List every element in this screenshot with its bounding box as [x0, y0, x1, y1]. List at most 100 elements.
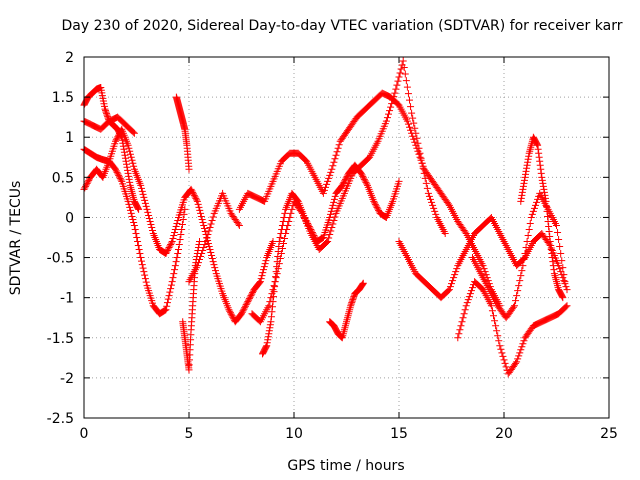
data-point — [423, 184, 431, 192]
series-sat-k — [326, 279, 367, 342]
data-point — [185, 165, 193, 173]
data-point — [135, 246, 143, 254]
data-point — [205, 243, 213, 251]
data-point — [541, 194, 549, 202]
data-point — [328, 204, 336, 212]
data-point — [119, 139, 127, 147]
data-point — [544, 217, 552, 225]
data-point — [241, 304, 249, 312]
data-point — [271, 283, 279, 291]
data-point — [123, 160, 131, 168]
data-point — [410, 119, 418, 127]
data-point — [545, 227, 553, 235]
data-point — [326, 210, 334, 218]
data-point — [308, 228, 316, 236]
data-point — [396, 69, 404, 77]
data-point — [495, 337, 503, 345]
data-point — [359, 172, 367, 180]
data-point — [563, 302, 571, 310]
data-point — [288, 205, 296, 213]
data-point — [115, 171, 123, 179]
data-point — [499, 352, 507, 360]
data-point — [163, 299, 171, 307]
data-point — [308, 227, 316, 235]
data-point — [115, 173, 123, 181]
data-point — [550, 266, 558, 274]
data-point — [268, 308, 276, 316]
data-point — [203, 234, 211, 242]
data-point — [542, 197, 550, 205]
data-point — [482, 271, 490, 279]
data-point — [228, 312, 236, 320]
y-tick-label: -0.5 — [47, 251, 74, 267]
data-point — [188, 187, 196, 195]
data-point — [347, 300, 355, 308]
data-point — [349, 294, 357, 302]
data-point — [371, 199, 379, 207]
data-point — [192, 194, 200, 202]
data-point — [246, 293, 254, 301]
data-point — [338, 181, 346, 189]
data-point — [173, 219, 181, 227]
data-point — [387, 103, 395, 111]
data-point — [522, 244, 530, 252]
data-point — [178, 220, 186, 228]
data-point — [516, 277, 524, 285]
data-point — [272, 274, 280, 282]
data-point — [243, 299, 251, 307]
data-point — [261, 260, 269, 268]
data-point — [281, 235, 289, 243]
data-point — [326, 213, 334, 221]
data-point — [349, 296, 357, 304]
data-point — [409, 132, 417, 140]
data-point — [241, 302, 249, 310]
data-point — [125, 175, 133, 183]
data-point — [123, 163, 131, 171]
data-point — [167, 285, 175, 293]
data-point — [83, 179, 91, 187]
data-point — [323, 239, 331, 247]
data-point — [523, 164, 531, 172]
data-point — [170, 231, 178, 239]
data-point — [126, 203, 134, 211]
data-point — [330, 158, 338, 166]
data-point — [454, 334, 462, 342]
data-point — [329, 201, 337, 209]
data-point — [324, 238, 332, 246]
data-point — [265, 327, 273, 335]
data-point — [199, 247, 207, 255]
data-point — [112, 165, 119, 173]
data-point — [417, 154, 425, 162]
data-point — [181, 205, 189, 213]
data-point — [479, 262, 487, 270]
data-point — [466, 290, 474, 298]
data-point — [455, 330, 463, 338]
data-point — [331, 155, 339, 163]
data-point — [275, 238, 283, 246]
data-point — [177, 230, 185, 238]
data-point — [539, 182, 547, 190]
data-point — [370, 197, 378, 205]
data-point — [562, 283, 570, 291]
data-point — [165, 292, 173, 300]
data-point — [124, 166, 132, 174]
data-point — [480, 265, 488, 273]
data-point — [280, 240, 287, 248]
data-point — [141, 196, 149, 204]
data-point — [198, 250, 206, 258]
x-tick-label: 20 — [495, 426, 513, 442]
data-point — [390, 93, 398, 101]
data-point — [139, 264, 147, 272]
data-point — [248, 290, 256, 298]
data-point — [103, 111, 111, 119]
data-point — [534, 145, 542, 153]
data-point — [197, 212, 205, 220]
y-tick-label: 0 — [65, 210, 74, 226]
data-point — [444, 200, 452, 208]
data-point — [444, 287, 452, 295]
data-point — [403, 83, 411, 91]
data-point — [538, 176, 546, 184]
data-point — [172, 258, 180, 266]
data-point — [409, 114, 417, 122]
data-point — [513, 358, 521, 366]
